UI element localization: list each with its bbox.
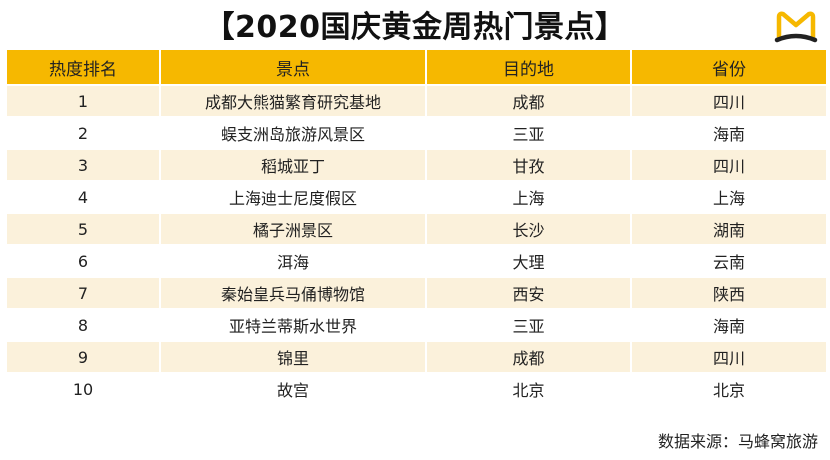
cell-rank: 3 <box>7 150 159 180</box>
table-header-row: 热度排名 景点 目的地 省份 <box>7 50 826 84</box>
table-row: 1 成都大熊猫繁育研究基地 成都 四川 <box>7 86 826 116</box>
cell-destination: 成都 <box>427 86 630 116</box>
cell-destination: 北京 <box>427 374 630 404</box>
cell-province: 湖南 <box>632 214 826 244</box>
cell-destination: 三亚 <box>427 118 630 148</box>
mafengwo-m-logo-icon <box>774 11 818 43</box>
cell-destination: 三亚 <box>427 310 630 340</box>
cell-rank: 7 <box>7 278 159 308</box>
cell-spot: 锦里 <box>161 342 425 372</box>
ranking-table: 热度排名 景点 目的地 省份 1 成都大熊猫繁育研究基地 成都 四川 2 蜈支洲… <box>5 48 828 406</box>
cell-destination: 长沙 <box>427 214 630 244</box>
cell-spot: 洱海 <box>161 246 425 276</box>
cell-spot: 蜈支洲岛旅游风景区 <box>161 118 425 148</box>
header-destination: 目的地 <box>427 50 630 84</box>
cell-province: 陕西 <box>632 278 826 308</box>
cell-rank: 10 <box>7 374 159 404</box>
table-row: 10 故宫 北京 北京 <box>7 374 826 404</box>
cell-rank: 2 <box>7 118 159 148</box>
cell-province: 北京 <box>632 374 826 404</box>
table-row: 5 橘子洲景区 长沙 湖南 <box>7 214 826 244</box>
table-row: 8 亚特兰蒂斯水世界 三亚 海南 <box>7 310 826 340</box>
header-province: 省份 <box>632 50 826 84</box>
table-row: 7 秦始皇兵马俑博物馆 西安 陕西 <box>7 278 826 308</box>
cell-province: 云南 <box>632 246 826 276</box>
cell-province: 四川 <box>632 150 826 180</box>
data-source-note: 数据来源：马蜂窝旅游 <box>657 432 818 451</box>
cell-province: 四川 <box>632 342 826 372</box>
cell-spot: 亚特兰蒂斯水世界 <box>161 310 425 340</box>
page-title: 【2020国庆黄金周热门景点】 <box>204 10 626 45</box>
cell-spot: 上海迪士尼度假区 <box>161 182 425 212</box>
cell-rank: 5 <box>7 214 159 244</box>
cell-rank: 4 <box>7 182 159 212</box>
cell-province: 海南 <box>632 310 826 340</box>
cell-rank: 6 <box>7 246 159 276</box>
cell-province: 上海 <box>632 182 826 212</box>
cell-spot: 成都大熊猫繁育研究基地 <box>161 86 425 116</box>
cell-rank: 9 <box>7 342 159 372</box>
header-spot: 景点 <box>161 50 425 84</box>
cell-spot: 稻城亚丁 <box>161 150 425 180</box>
cell-destination: 上海 <box>427 182 630 212</box>
table-row: 3 稻城亚丁 甘孜 四川 <box>7 150 826 180</box>
table-row: 9 锦里 成都 四川 <box>7 342 826 372</box>
cell-province: 海南 <box>632 118 826 148</box>
table-row: 4 上海迪士尼度假区 上海 上海 <box>7 182 826 212</box>
cell-destination: 西安 <box>427 278 630 308</box>
cell-rank: 8 <box>7 310 159 340</box>
header-rank: 热度排名 <box>7 50 159 84</box>
cell-province: 四川 <box>632 86 826 116</box>
cell-destination: 甘孜 <box>427 150 630 180</box>
cell-spot: 故宫 <box>161 374 425 404</box>
cell-spot: 橘子洲景区 <box>161 214 425 244</box>
cell-spot: 秦始皇兵马俑博物馆 <box>161 278 425 308</box>
cell-destination: 大理 <box>427 246 630 276</box>
cell-rank: 1 <box>7 86 159 116</box>
table-row: 6 洱海 大理 云南 <box>7 246 826 276</box>
cell-destination: 成都 <box>427 342 630 372</box>
table-row: 2 蜈支洲岛旅游风景区 三亚 海南 <box>7 118 826 148</box>
